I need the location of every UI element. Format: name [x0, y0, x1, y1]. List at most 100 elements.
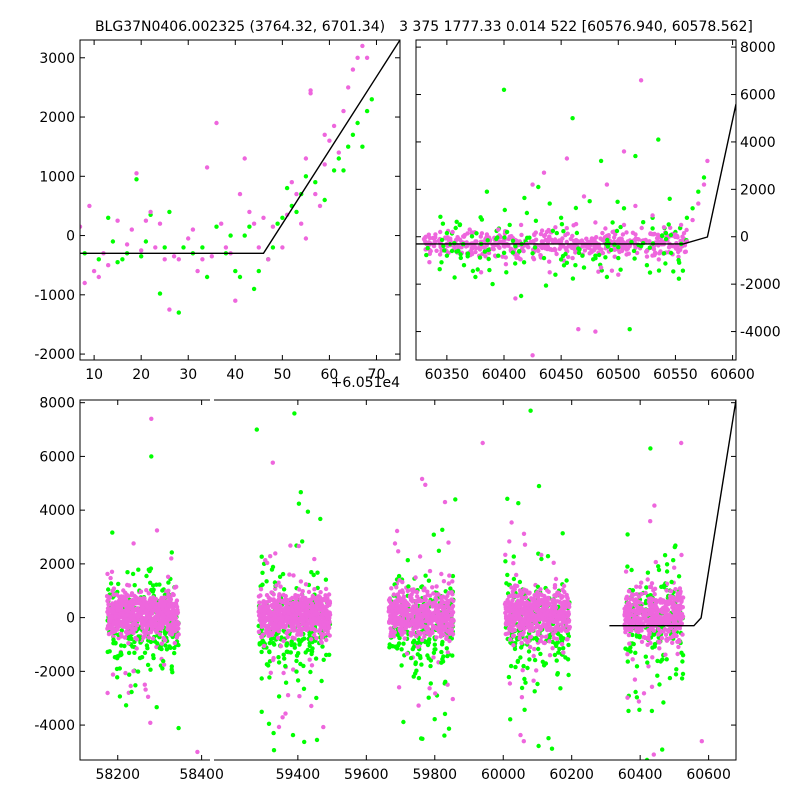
- data-point: [169, 556, 174, 561]
- top-right-plot: 60350 60400 60450 60500 60550 60600-4000-2000…: [415, 39, 781, 383]
- data-point: [415, 614, 420, 620]
- data-point: [668, 250, 674, 256]
- data-point: [162, 245, 167, 250]
- data-point: [169, 550, 174, 555]
- data-point: [636, 699, 642, 704]
- data-point: [473, 249, 478, 255]
- data-point: [549, 237, 554, 242]
- data-point: [446, 628, 451, 634]
- data-point: [397, 626, 402, 632]
- data-point: [538, 231, 544, 237]
- data-point: [402, 636, 407, 641]
- data-point: [626, 589, 632, 594]
- y-tick-label: -4000: [740, 325, 781, 341]
- data-point: [648, 596, 654, 601]
- data-point: [649, 684, 655, 689]
- data-point: [596, 269, 601, 274]
- data-point: [172, 645, 177, 651]
- data-point: [174, 584, 179, 589]
- data-point: [160, 588, 165, 593]
- x-tick-label: 30: [179, 367, 197, 383]
- data-point: [312, 556, 317, 562]
- data-point: [629, 567, 634, 573]
- data-point: [625, 695, 630, 700]
- data-point: [648, 519, 653, 524]
- data-point: [326, 592, 332, 597]
- data-point: [288, 650, 293, 655]
- data-point: [623, 569, 629, 574]
- data-point: [419, 662, 424, 667]
- data-point: [426, 232, 431, 237]
- data-point: [542, 604, 547, 609]
- data-point: [145, 646, 150, 651]
- data-point: [360, 144, 365, 149]
- data-point: [458, 255, 463, 261]
- data-point: [632, 256, 637, 261]
- data-point: [423, 597, 428, 603]
- data-point: [540, 659, 545, 664]
- data-point: [517, 632, 522, 637]
- data-point: [133, 606, 138, 612]
- data-point: [616, 255, 621, 261]
- data-point: [482, 249, 487, 254]
- data-point: [525, 665, 530, 671]
- data-point: [676, 644, 681, 650]
- data-point: [660, 618, 665, 623]
- data-point: [140, 617, 145, 623]
- data-point: [513, 261, 518, 266]
- data-point: [265, 616, 270, 621]
- data-point: [322, 162, 327, 167]
- data-point: [283, 601, 288, 606]
- data-point: [652, 503, 657, 508]
- data-point: [435, 612, 440, 617]
- y-tick-label: -2000: [34, 347, 75, 363]
- data-point: [161, 635, 166, 641]
- data-point: [603, 226, 608, 231]
- data-point: [139, 254, 144, 259]
- data-point: [294, 658, 299, 664]
- data-point: [273, 551, 278, 556]
- data-point: [564, 578, 569, 583]
- data-point: [439, 649, 444, 655]
- data-point: [144, 611, 149, 616]
- data-point: [553, 641, 558, 647]
- data-point: [680, 659, 685, 664]
- data-point: [237, 274, 243, 280]
- data-point: [303, 582, 309, 587]
- data-point: [106, 215, 111, 220]
- data-point: [573, 205, 579, 211]
- data-point: [637, 584, 643, 590]
- data-point: [247, 224, 252, 229]
- data-point: [297, 627, 303, 632]
- data-point: [434, 635, 439, 640]
- right-panel-title: 3 375 1777.33 0.014 522 [60576.940, 6057…: [399, 19, 753, 35]
- data-point: [170, 591, 175, 597]
- data-point: [668, 232, 674, 238]
- data-point: [110, 588, 115, 594]
- data-point: [396, 685, 402, 690]
- x-tick-label: 10: [85, 367, 103, 383]
- data-point: [162, 257, 167, 262]
- data-point: [264, 579, 269, 584]
- data-point: [259, 676, 264, 681]
- data-point: [558, 239, 564, 244]
- data-point: [671, 269, 676, 274]
- axes-frame: [79, 39, 401, 361]
- data-point: [322, 197, 327, 203]
- data-point: [142, 650, 148, 655]
- data-point: [315, 570, 320, 575]
- data-point: [445, 653, 450, 659]
- data-point: [561, 229, 566, 234]
- data-point: [278, 584, 283, 589]
- data-point: [446, 581, 451, 586]
- data-point: [558, 215, 564, 220]
- data-point: [533, 230, 538, 235]
- data-point: [649, 608, 655, 614]
- data-point: [631, 617, 637, 622]
- data-point: [311, 572, 316, 578]
- data-point: [627, 641, 632, 646]
- data-point: [678, 247, 683, 253]
- data-point: [680, 234, 685, 239]
- data-point: [157, 632, 163, 637]
- data-point: [490, 246, 495, 251]
